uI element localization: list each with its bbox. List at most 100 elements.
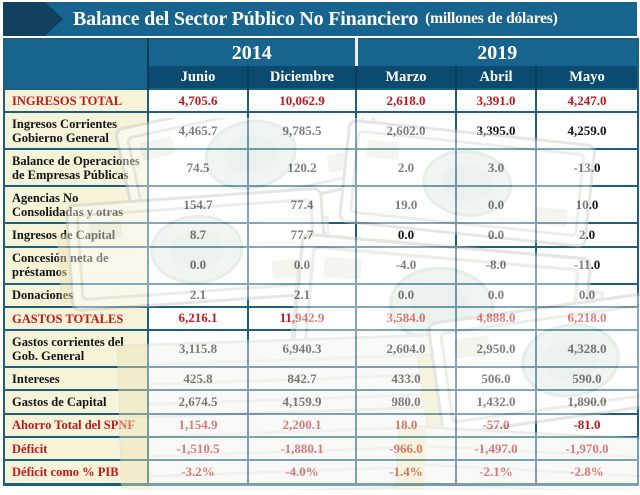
title-bar: Balance del Sector Público No Financiero… [3,2,637,36]
column-header-marzo: Marzo [355,66,456,89]
row-label: Gastos de Capital [3,389,149,415]
value-cell: -81.0 [534,412,640,439]
table-row: INGRESOS TOTAL 4,705.6 10,062.9 2,618.0 … [3,87,640,114]
column-header-junio: Junio [147,66,248,89]
table-row: Concesión neta de préstamos 0.0 0.0 -4.0… [3,245,640,285]
row-label: Donaciones [3,282,149,308]
balance-table: 2014 2019 Junio Diciembre Marzo Abril Ma… [3,38,640,486]
arrow-right-icon [3,2,63,36]
value-cell: 74.5 [147,148,249,188]
value-cell: 6,940.3 [247,329,357,369]
value-cell: 4,328.0 [534,329,640,369]
value-cell: 18.0 [355,412,457,439]
row-label: Intereses [3,366,149,392]
value-cell: -1,880.1 [247,436,357,462]
value-cell: 10.0 [534,185,640,225]
value-cell: 9,785.5 [247,111,357,151]
value-cell: -1,497.0 [455,436,537,462]
row-label: Concesión neta de préstamos [3,245,149,285]
value-cell: 4,247.0 [534,87,640,114]
table-wrap: 2014 2019 Junio Diciembre Marzo Abril Ma… [3,38,640,486]
value-cell: 1,154.9 [147,412,249,439]
value-cell: 2,604.0 [355,329,457,369]
value-cell: 433.0 [355,366,457,392]
value-cell: -8.0 [455,245,537,285]
column-header-mayo: Mayo [534,66,639,89]
table-row: Ingresos Corrientes Gobierno General 4,4… [3,111,640,151]
value-cell: 4,259.0 [534,111,640,151]
month-header-row: Junio Diciembre Marzo Abril Mayo [4,66,639,89]
value-cell: -2.1% [455,459,537,486]
row-label: Ingresos de Capital [3,222,149,248]
title-unit-label: (millones de dólares) [425,10,558,27]
value-cell: -4.0% [247,459,357,486]
value-cell: -1.4% [355,459,457,486]
value-cell: 77.4 [247,185,357,225]
value-cell: 6,216.1 [147,305,249,332]
row-label: Déficit como % PIB [3,459,149,486]
value-cell: -13.0 [534,148,640,188]
value-cell: -966.0 [355,436,457,462]
value-cell: 425.8 [147,366,249,392]
year-group-2019: 2019 [354,39,639,66]
row-label: Déficit [3,436,149,462]
table-row: GASTOS TOTALES 6,216.1 11,942.9 3,584.0 … [3,305,640,332]
value-cell: -57.0 [455,412,537,439]
value-cell: 0.0 [455,282,537,308]
value-cell: 4,888.0 [455,305,537,332]
value-cell: 6,218.0 [534,305,640,332]
table-row: Intereses 425.8 842.7 433.0 506.0 590.0 [3,366,640,392]
value-cell: 4,159.9 [247,389,357,415]
row-label: Ahorro Total del SPNF [3,412,149,439]
value-cell: -1,510.5 [147,436,249,462]
value-cell: 2,950.0 [455,329,537,369]
row-label: Balance de Operaciones de Empresas Públi… [3,148,149,188]
value-cell: 120.2 [247,148,357,188]
year-header-row: 2014 2019 [4,39,639,89]
value-cell: 590.0 [534,366,640,392]
value-cell: 0.0 [355,282,457,308]
table-row: Agencias No Consolidadas y otras 154.7 7… [3,185,640,225]
value-cell: 2,200.1 [247,412,357,439]
value-cell: 2.0 [534,222,640,248]
value-cell: -2.8% [534,459,640,486]
value-cell: 10,062.9 [247,87,357,114]
value-cell: 2.1 [147,282,249,308]
year-group-2014: 2014 [148,39,356,66]
table-row: Gastos corrientes del Gob. General 3,115… [3,329,640,369]
value-cell: -11.0 [534,245,640,285]
value-cell: -4.0 [355,245,457,285]
table-row: Ahorro Total del SPNF 1,154.9 2,200.1 18… [3,412,640,439]
value-cell: -3.2% [147,459,249,486]
value-cell: 4,705.6 [147,87,249,114]
column-header-abril: Abril [455,66,536,89]
column-header-diciembre: Diciembre [247,66,356,89]
value-cell: 1,432.0 [455,389,537,415]
value-cell: 3,391.0 [455,87,537,114]
table-body: INGRESOS TOTAL 4,705.6 10,062.9 2,618.0 … [3,87,640,486]
value-cell: 11,942.9 [247,305,357,332]
value-cell: 154.7 [147,185,249,225]
value-cell: -1,970.0 [534,436,640,462]
row-label: Ingresos Corrientes Gobierno General [3,111,149,151]
row-label: GASTOS TOTALES [3,305,149,332]
table-row: Déficit como % PIB -3.2% -4.0% -1.4% -2.… [3,459,640,486]
table-row: Donaciones 2.1 2.1 0.0 0.0 0.0 [3,282,640,308]
value-cell: 3,584.0 [355,305,457,332]
value-cell: 4,465.7 [147,111,249,151]
page-title: Balance del Sector Público No Financiero [73,7,419,30]
value-cell: 980.0 [355,389,457,415]
value-cell: 2.0 [355,148,457,188]
value-cell: 842.7 [247,366,357,392]
value-cell: 1,890.0 [534,389,640,415]
corner-cell [4,39,149,89]
table-row: Déficit -1,510.5 -1,880.1 -966.0 -1,497.… [3,436,640,462]
value-cell: 0.0 [455,185,537,225]
value-cell: 8.7 [147,222,249,248]
value-cell: 2,674.5 [147,389,249,415]
table-row: Gastos de Capital 2,674.5 4,159.9 980.0 … [3,389,640,415]
value-cell: 0.0 [534,282,640,308]
row-label: INGRESOS TOTAL [3,87,149,114]
value-cell: 2,618.0 [355,87,457,114]
